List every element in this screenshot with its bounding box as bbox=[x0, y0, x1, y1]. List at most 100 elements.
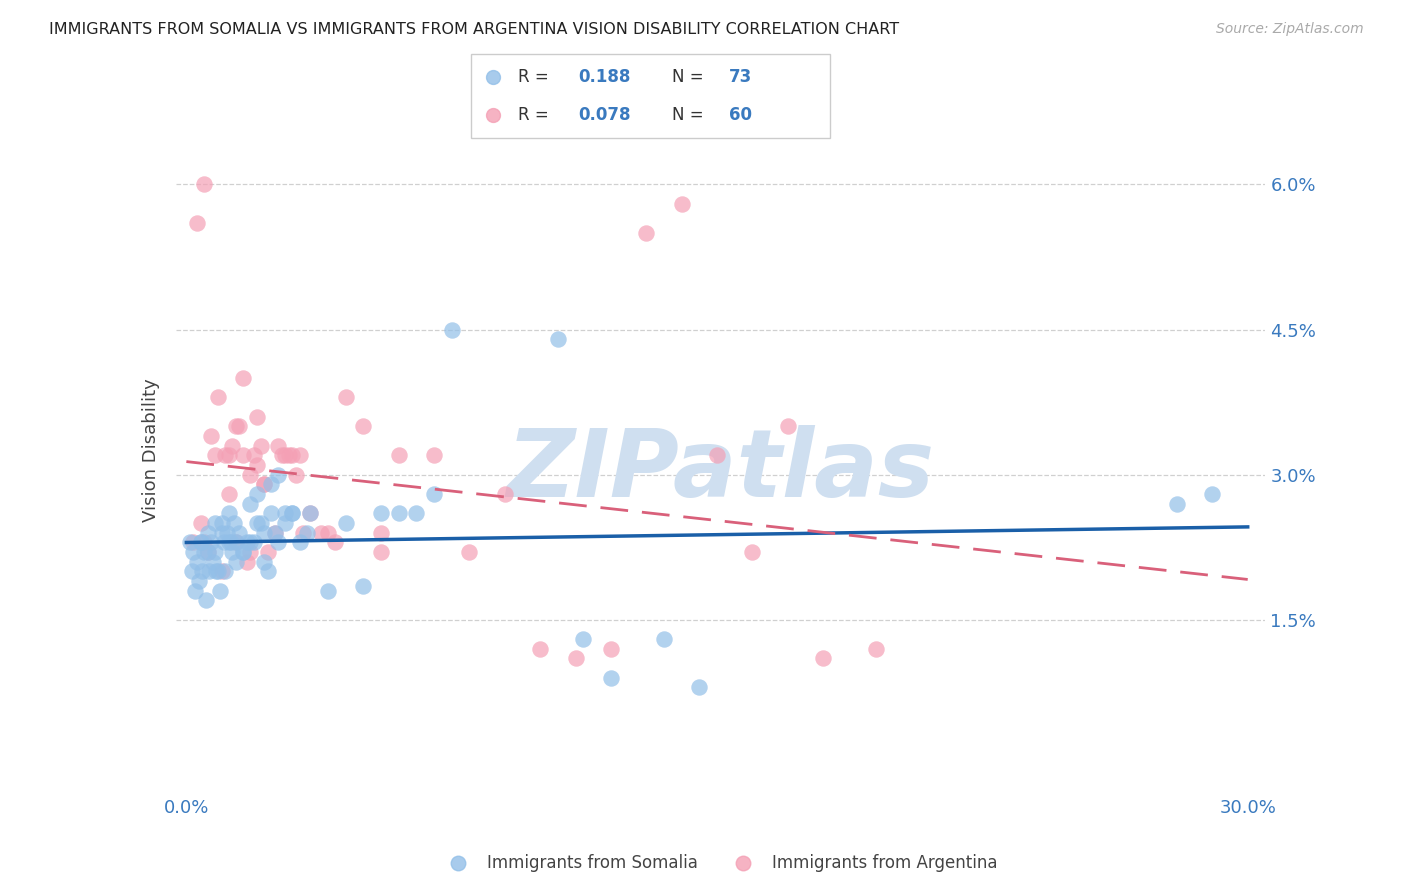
Point bbox=[205, 565, 228, 579]
Point bbox=[256, 545, 278, 559]
Point bbox=[184, 583, 207, 598]
Point bbox=[256, 565, 278, 579]
Point bbox=[239, 535, 262, 549]
Point bbox=[370, 525, 392, 540]
Point bbox=[246, 409, 269, 424]
Point bbox=[215, 525, 238, 540]
Text: R =: R = bbox=[517, 69, 548, 87]
Point bbox=[1166, 497, 1188, 511]
Point bbox=[253, 555, 276, 569]
Point bbox=[218, 487, 240, 501]
Point bbox=[706, 448, 728, 462]
Point bbox=[267, 467, 290, 482]
Point bbox=[423, 487, 446, 501]
Point bbox=[253, 477, 276, 491]
Point bbox=[190, 516, 212, 530]
Point bbox=[274, 516, 297, 530]
Point bbox=[193, 535, 215, 549]
Point bbox=[335, 390, 357, 404]
Point bbox=[458, 545, 481, 559]
Point bbox=[323, 535, 346, 549]
Point bbox=[388, 448, 411, 462]
Point bbox=[260, 477, 283, 491]
Point bbox=[288, 535, 311, 549]
Point bbox=[232, 545, 254, 559]
Point bbox=[180, 565, 202, 579]
Point bbox=[481, 107, 503, 121]
Point bbox=[179, 535, 201, 549]
Point bbox=[741, 545, 763, 559]
Point bbox=[193, 178, 215, 192]
Point bbox=[224, 516, 246, 530]
Point bbox=[285, 467, 308, 482]
Point bbox=[440, 322, 463, 336]
Point bbox=[811, 651, 834, 665]
Point bbox=[225, 535, 247, 549]
Point bbox=[316, 583, 339, 598]
Point bbox=[405, 506, 427, 520]
Point bbox=[278, 448, 301, 462]
Point bbox=[200, 429, 222, 443]
Point bbox=[197, 545, 219, 559]
Point bbox=[190, 535, 212, 549]
Point bbox=[218, 506, 240, 520]
Point bbox=[190, 535, 212, 549]
Point bbox=[865, 641, 887, 656]
Point bbox=[239, 467, 262, 482]
Point bbox=[423, 448, 446, 462]
Text: Source: ZipAtlas.com: Source: ZipAtlas.com bbox=[1216, 22, 1364, 37]
Point bbox=[281, 506, 304, 520]
Point bbox=[208, 583, 231, 598]
Point bbox=[246, 516, 269, 530]
Point bbox=[447, 856, 470, 871]
Point bbox=[571, 632, 593, 646]
Point bbox=[299, 506, 322, 520]
Point bbox=[204, 516, 226, 530]
Point bbox=[547, 332, 569, 346]
Point bbox=[267, 535, 290, 549]
Point bbox=[232, 371, 254, 385]
Text: R =: R = bbox=[517, 105, 548, 123]
Point bbox=[776, 419, 799, 434]
Point bbox=[671, 196, 693, 211]
Point bbox=[232, 448, 254, 462]
Point bbox=[246, 487, 269, 501]
Point bbox=[246, 458, 269, 472]
Point bbox=[207, 565, 229, 579]
Point bbox=[370, 506, 392, 520]
Point bbox=[204, 545, 226, 559]
Text: 60: 60 bbox=[730, 105, 752, 123]
Point bbox=[235, 555, 257, 569]
Point bbox=[242, 448, 264, 462]
Point bbox=[225, 535, 247, 549]
Point bbox=[197, 525, 219, 540]
Point bbox=[352, 419, 374, 434]
Point bbox=[270, 448, 292, 462]
Point bbox=[316, 525, 339, 540]
FancyBboxPatch shape bbox=[471, 54, 830, 138]
Point bbox=[1201, 487, 1223, 501]
Point bbox=[214, 565, 236, 579]
Point bbox=[198, 565, 221, 579]
Point bbox=[239, 545, 262, 559]
Point bbox=[599, 671, 621, 685]
Text: Immigrants from Somalia: Immigrants from Somalia bbox=[488, 855, 699, 872]
Point bbox=[200, 535, 222, 549]
Text: IMMIGRANTS FROM SOMALIA VS IMMIGRANTS FROM ARGENTINA VISION DISABILITY CORRELATI: IMMIGRANTS FROM SOMALIA VS IMMIGRANTS FR… bbox=[49, 22, 900, 37]
Text: N =: N = bbox=[672, 69, 703, 87]
Text: 73: 73 bbox=[730, 69, 752, 87]
Point bbox=[288, 448, 311, 462]
Point bbox=[228, 419, 250, 434]
Point bbox=[232, 545, 254, 559]
Point bbox=[249, 516, 271, 530]
Point bbox=[183, 535, 205, 549]
Point bbox=[183, 545, 205, 559]
Point bbox=[494, 487, 516, 501]
Point bbox=[335, 516, 357, 530]
Point bbox=[193, 545, 215, 559]
Point bbox=[191, 565, 214, 579]
Point bbox=[211, 525, 233, 540]
Point bbox=[186, 555, 208, 569]
Point bbox=[207, 390, 229, 404]
Point bbox=[221, 439, 243, 453]
